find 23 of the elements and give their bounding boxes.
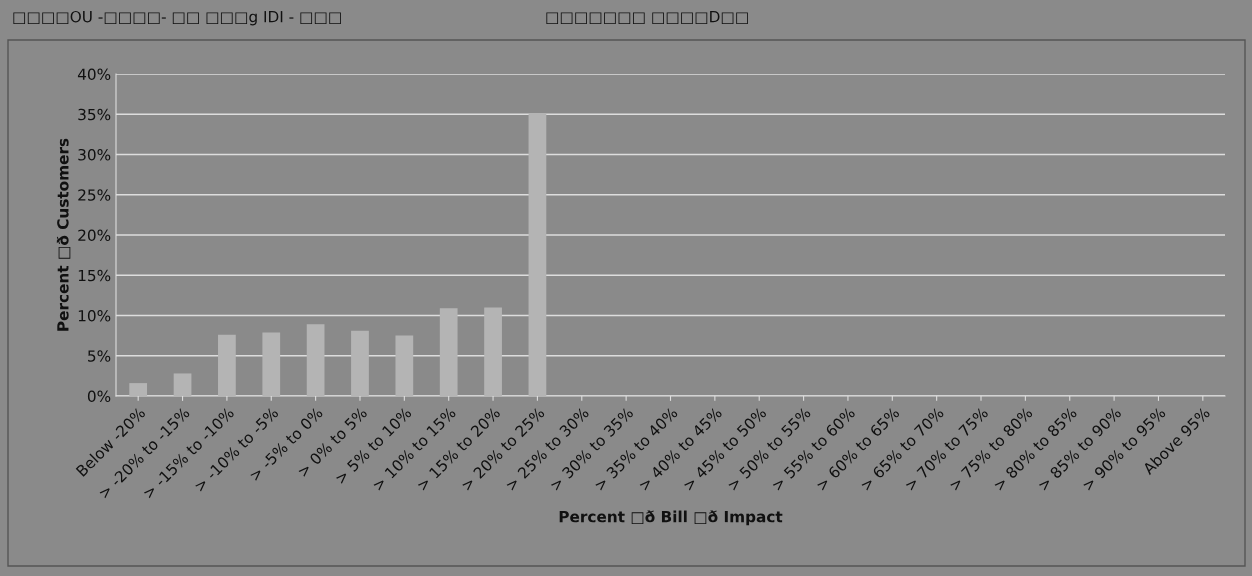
y-tick-label: 30% xyxy=(78,148,111,161)
chart-title: □□□□OU -□□□□- □□ □□□g IDI - □□□ xyxy=(13,10,341,26)
bar xyxy=(351,330,369,396)
bar xyxy=(528,113,547,396)
bar xyxy=(395,335,414,396)
bar xyxy=(262,332,281,396)
y-tick-label: 25% xyxy=(78,189,111,201)
bar xyxy=(306,324,325,396)
y-tick-label: 40% xyxy=(77,68,111,81)
y-tick-label: 35% xyxy=(78,108,111,121)
y-tick-label: 15% xyxy=(78,269,111,282)
y-tick-label: 0% xyxy=(87,390,111,403)
y-tick-label: 5% xyxy=(88,350,111,362)
x-axis-title: Percent □ð Bill □ð Impact xyxy=(559,510,783,526)
bar xyxy=(218,334,236,396)
bar xyxy=(484,307,502,396)
y-tick-label: 20% xyxy=(78,229,111,242)
chart-subtitle: □□□□□□□ □□□□D□□ xyxy=(546,11,748,25)
bar xyxy=(439,308,458,396)
y-tick-label: 10% xyxy=(78,309,111,322)
y-axis-title: Percent □ð Customers xyxy=(56,138,71,331)
bar xyxy=(129,383,148,396)
bar xyxy=(173,373,192,396)
